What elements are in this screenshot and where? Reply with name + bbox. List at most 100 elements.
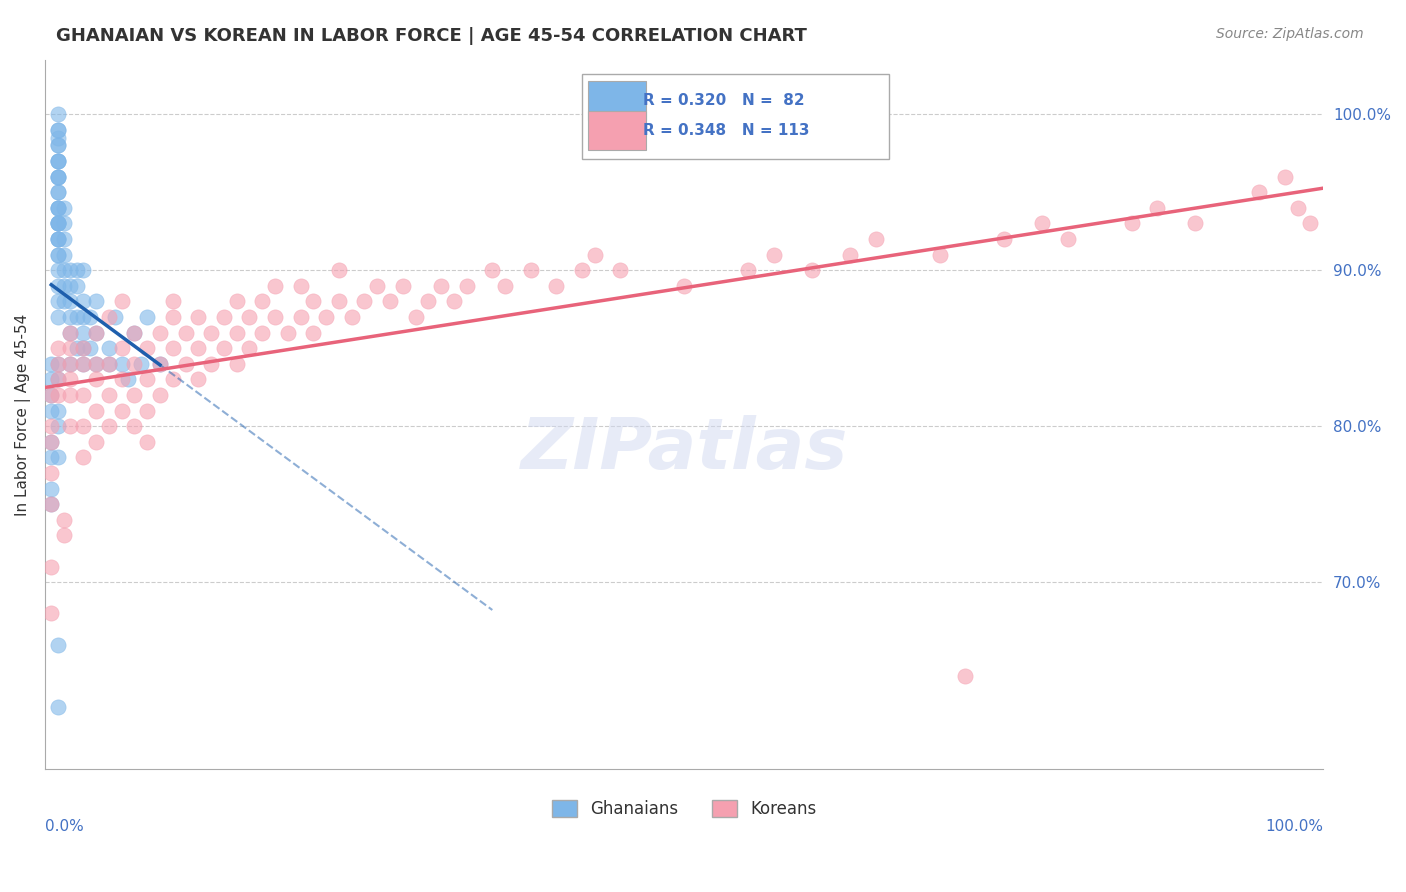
Point [72, 388, 94, 402]
Point [366, 278, 388, 293]
Point [66, 310, 89, 324]
Point [59, 388, 82, 402]
Point [315, 310, 337, 324]
Point [328, 294, 350, 309]
Point [149, 357, 172, 371]
Point [59, 326, 82, 340]
Point [46, 169, 69, 184]
Point [84, 434, 107, 449]
Point [174, 357, 197, 371]
Point [84, 403, 107, 417]
Point [53, 216, 76, 230]
Point [1299, 216, 1322, 230]
Point [72, 263, 94, 277]
Point [84, 372, 107, 386]
Point [39, 466, 62, 480]
Point [46, 700, 69, 714]
Point [46, 216, 69, 230]
Point [46, 138, 69, 153]
Point [162, 294, 184, 309]
Point [39, 388, 62, 402]
Point [737, 263, 759, 277]
Point [136, 310, 159, 324]
Point [187, 310, 209, 324]
Point [46, 138, 69, 153]
Point [66, 278, 89, 293]
Point [84, 357, 107, 371]
Point [430, 278, 453, 293]
Point [250, 326, 273, 340]
Point [46, 372, 69, 386]
Point [583, 247, 606, 261]
Point [124, 419, 146, 434]
Point [53, 528, 76, 542]
Point [1056, 232, 1078, 246]
Point [46, 310, 69, 324]
Point [302, 326, 325, 340]
Point [97, 341, 120, 355]
Y-axis label: In Labor Force | Age 45-54: In Labor Force | Age 45-54 [15, 313, 31, 516]
Point [149, 357, 172, 371]
Point [53, 513, 76, 527]
Point [46, 123, 69, 137]
Point [46, 169, 69, 184]
Point [97, 419, 120, 434]
Point [1121, 216, 1143, 230]
Point [46, 372, 69, 386]
Point [72, 341, 94, 355]
Point [39, 559, 62, 574]
Point [353, 294, 375, 309]
Point [59, 372, 82, 386]
Point [72, 294, 94, 309]
Point [46, 216, 69, 230]
Point [277, 326, 299, 340]
Point [53, 201, 76, 215]
Point [39, 357, 62, 371]
Point [59, 294, 82, 309]
Point [46, 278, 69, 293]
Point [250, 294, 273, 309]
Point [39, 372, 62, 386]
Point [39, 419, 62, 434]
Point [290, 278, 312, 293]
Point [39, 482, 62, 496]
Point [84, 326, 107, 340]
Point [1286, 201, 1309, 215]
Point [418, 294, 440, 309]
Point [225, 357, 247, 371]
Point [124, 326, 146, 340]
Point [162, 310, 184, 324]
Point [928, 247, 950, 261]
Point [79, 341, 101, 355]
Point [1274, 169, 1296, 184]
Point [79, 310, 101, 324]
Point [46, 450, 69, 465]
Point [302, 294, 325, 309]
Text: 0.0%: 0.0% [45, 819, 83, 834]
Point [187, 341, 209, 355]
Point [136, 434, 159, 449]
Point [46, 201, 69, 215]
Point [110, 357, 132, 371]
Point [174, 326, 197, 340]
Point [53, 263, 76, 277]
Point [53, 232, 76, 246]
Point [46, 263, 69, 277]
Point [66, 263, 89, 277]
Point [84, 294, 107, 309]
Point [72, 341, 94, 355]
Point [200, 326, 222, 340]
Point [59, 419, 82, 434]
Point [53, 278, 76, 293]
Point [571, 263, 593, 277]
Point [1184, 216, 1206, 230]
Point [405, 310, 427, 324]
Legend: Ghanaians, Koreans: Ghanaians, Koreans [546, 793, 823, 825]
Point [955, 669, 977, 683]
Point [72, 357, 94, 371]
Point [46, 638, 69, 652]
Point [264, 310, 287, 324]
Point [46, 341, 69, 355]
Point [72, 326, 94, 340]
Point [673, 278, 696, 293]
